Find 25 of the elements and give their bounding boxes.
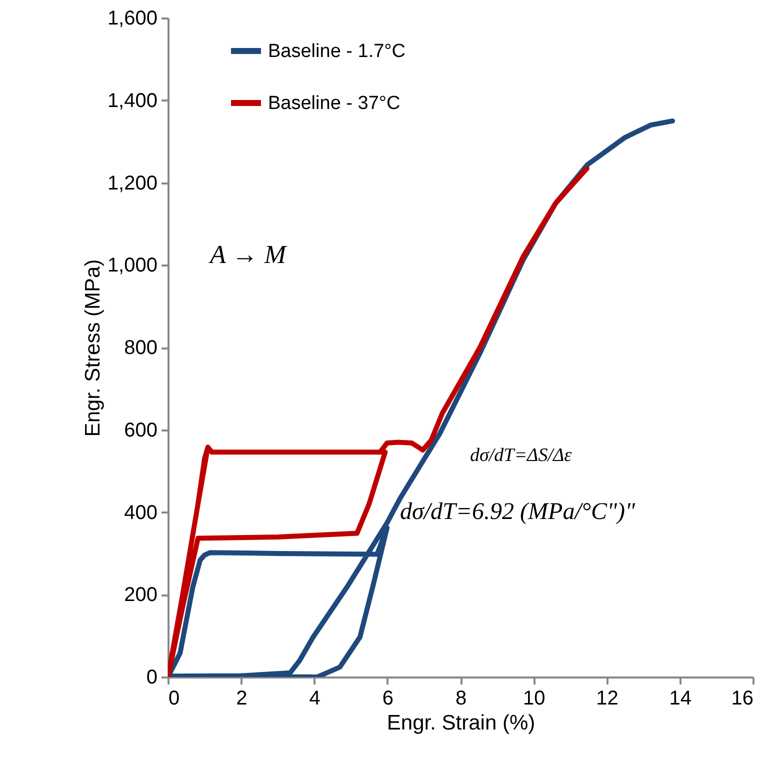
x-tick-label: 16	[731, 688, 754, 710]
annotation: dσ/dT=6.92 (MPa/°C")"	[400, 499, 636, 525]
x-tick-label: 8	[455, 688, 467, 710]
y-tick-label: 1,400	[107, 90, 158, 112]
y-tick-label: 1,600	[107, 8, 158, 30]
y-axis-title: Engr. Stress (MPa)	[81, 259, 104, 437]
y-tick-label: 1,200	[107, 172, 158, 194]
y-tick-label: 200	[124, 584, 158, 606]
x-tick-label: 6	[382, 688, 394, 710]
y-tick-label: 600	[124, 419, 158, 442]
x-axis-title: Engr. Strain (%)	[386, 712, 536, 734]
y-tick-label: 1,000	[107, 254, 158, 277]
y-tick-label: 400	[124, 502, 158, 524]
legend-label: Baseline - 37°C	[268, 93, 400, 114]
x-tick-label: 10	[523, 688, 546, 710]
x-tick-label: 4	[309, 688, 320, 710]
y-tick-label: 800	[124, 337, 158, 359]
x-tick-label: 0	[168, 688, 180, 710]
legend-label: Baseline - 1.7°C	[268, 41, 406, 62]
annotation: A → M	[208, 240, 288, 269]
annotation: dσ/dT=ΔS/Δε	[470, 445, 572, 466]
x-tick-label: 12	[596, 688, 618, 710]
x-tick-label: 2	[236, 688, 248, 710]
y-tick-label: 0	[146, 666, 158, 688]
x-tick-label: 14	[669, 688, 692, 710]
